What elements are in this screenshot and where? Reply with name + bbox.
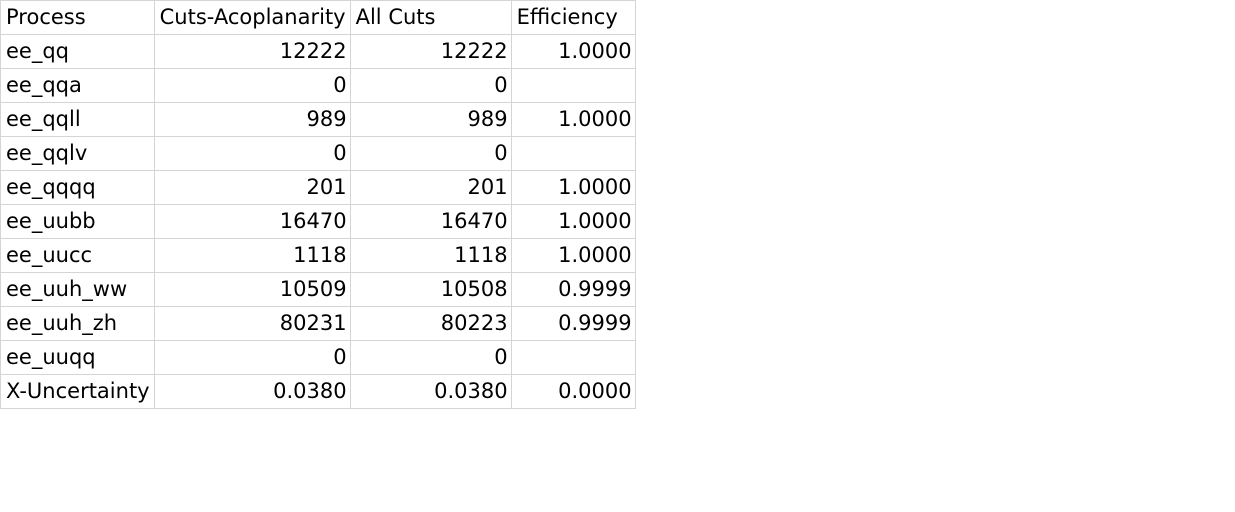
cell-cuts-acoplanarity[interactable]: 1118 <box>153 238 351 273</box>
cell-cuts-acoplanarity[interactable]: 80231 <box>153 306 351 341</box>
cell-process[interactable]: ee_uuh_zh <box>0 306 155 341</box>
table-row: ee_qqa 0 0 <box>0 68 636 103</box>
cell-process[interactable]: ee_uuh_ww <box>0 272 155 307</box>
data-table: Process Cuts-Acoplanarity All Cuts Effic… <box>0 0 636 409</box>
cell-process[interactable]: ee_qqqq <box>0 170 155 205</box>
cell-all-cuts[interactable]: 80223 <box>349 306 512 341</box>
cell-all-cuts[interactable]: 201 <box>349 170 512 205</box>
cell-cuts-acoplanarity[interactable]: 0 <box>153 68 351 103</box>
header-cell-process[interactable]: Process <box>0 0 155 35</box>
table-row: ee_qqlv 0 0 <box>0 136 636 171</box>
cell-process[interactable]: ee_uubb <box>0 204 155 239</box>
cell-cuts-acoplanarity[interactable]: 0.0380 <box>153 374 351 409</box>
cell-process[interactable]: ee_qqlv <box>0 136 155 171</box>
cell-efficiency[interactable] <box>510 136 636 171</box>
cell-cuts-acoplanarity[interactable]: 0 <box>153 340 351 375</box>
table-row: ee_qqqq 201 201 1.0000 <box>0 170 636 205</box>
cell-all-cuts[interactable]: 12222 <box>349 34 512 69</box>
cell-process[interactable]: ee_qq <box>0 34 155 69</box>
table-row: ee_uubb 16470 16470 1.0000 <box>0 204 636 239</box>
table-row: ee_qqll 989 989 1.0000 <box>0 102 636 137</box>
cell-efficiency[interactable] <box>510 340 636 375</box>
header-cell-efficiency[interactable]: Efficiency <box>510 0 636 35</box>
cell-process[interactable]: ee_qqa <box>0 68 155 103</box>
cell-cuts-acoplanarity[interactable]: 16470 <box>153 204 351 239</box>
table-row: ee_uucc 1118 1118 1.0000 <box>0 238 636 273</box>
cell-efficiency[interactable]: 1.0000 <box>510 34 636 69</box>
cell-efficiency[interactable]: 0.0000 <box>510 374 636 409</box>
cell-all-cuts[interactable]: 10508 <box>349 272 512 307</box>
cell-process[interactable]: ee_uuqq <box>0 340 155 375</box>
cell-all-cuts[interactable]: 0 <box>349 68 512 103</box>
cell-efficiency[interactable]: 1.0000 <box>510 238 636 273</box>
table-row: ee_uuh_ww 10509 10508 0.9999 <box>0 272 636 307</box>
cell-cuts-acoplanarity[interactable]: 201 <box>153 170 351 205</box>
cell-process[interactable]: ee_uucc <box>0 238 155 273</box>
cell-efficiency[interactable]: 1.0000 <box>510 170 636 205</box>
header-cell-all-cuts[interactable]: All Cuts <box>349 0 512 35</box>
cell-cuts-acoplanarity[interactable]: 10509 <box>153 272 351 307</box>
table-row: ee_uuqq 0 0 <box>0 340 636 375</box>
cell-efficiency[interactable]: 0.9999 <box>510 306 636 341</box>
table-row: X-Uncertainty 0.0380 0.0380 0.0000 <box>0 374 636 409</box>
cell-cuts-acoplanarity[interactable]: 12222 <box>153 34 351 69</box>
header-cell-cuts-acoplanarity[interactable]: Cuts-Acoplanarity <box>153 0 351 35</box>
cell-all-cuts[interactable]: 0 <box>349 136 512 171</box>
cell-process[interactable]: ee_qqll <box>0 102 155 137</box>
cell-efficiency[interactable] <box>510 68 636 103</box>
cell-efficiency[interactable]: 0.9999 <box>510 272 636 307</box>
table-row: ee_qq 12222 12222 1.0000 <box>0 34 636 69</box>
cell-cuts-acoplanarity[interactable]: 0 <box>153 136 351 171</box>
cell-all-cuts[interactable]: 16470 <box>349 204 512 239</box>
cell-cuts-acoplanarity[interactable]: 989 <box>153 102 351 137</box>
cell-efficiency[interactable]: 1.0000 <box>510 204 636 239</box>
cell-all-cuts[interactable]: 1118 <box>349 238 512 273</box>
cell-all-cuts[interactable]: 0 <box>349 340 512 375</box>
header-row: Process Cuts-Acoplanarity All Cuts Effic… <box>0 0 636 35</box>
cell-all-cuts[interactable]: 989 <box>349 102 512 137</box>
cell-process[interactable]: X-Uncertainty <box>0 374 155 409</box>
cell-efficiency[interactable]: 1.0000 <box>510 102 636 137</box>
cell-all-cuts[interactable]: 0.0380 <box>349 374 512 409</box>
table-row: ee_uuh_zh 80231 80223 0.9999 <box>0 306 636 341</box>
